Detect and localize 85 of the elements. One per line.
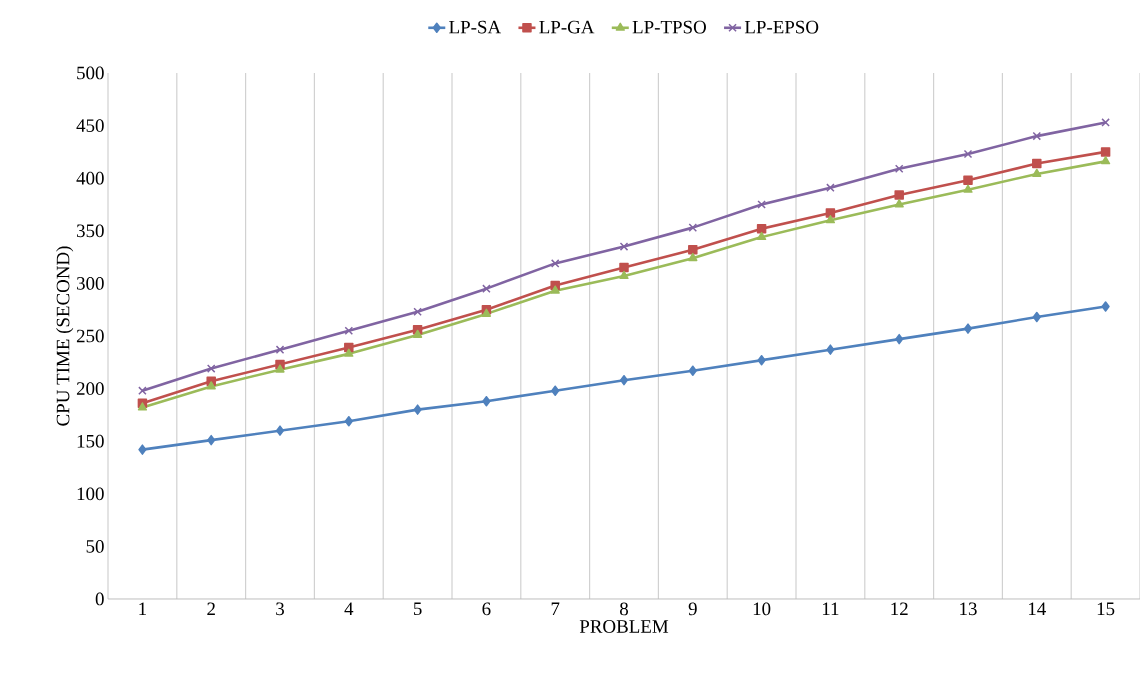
point: [137, 402, 148, 411]
point: [688, 365, 697, 376]
point: [481, 308, 492, 317]
point: [895, 333, 904, 345]
point: [1101, 301, 1110, 312]
y-tick-label: 400: [76, 171, 104, 185]
point: [688, 252, 698, 262]
x-tick-label: 10: [753, 602, 771, 616]
point: [756, 223, 767, 234]
x-tick-label: 14: [1028, 602, 1046, 615]
point: [963, 175, 973, 186]
x-tick-label: 11: [822, 602, 839, 615]
y-tick-label: 0: [95, 592, 104, 606]
point: [1100, 147, 1111, 157]
point: [206, 364, 216, 373]
x-axis-title: PROBLEM: [579, 620, 669, 633]
y-tick-label: 500: [77, 66, 104, 80]
x-tick-label: 6: [482, 602, 491, 616]
x-tick-label: 1: [139, 602, 146, 615]
point: [1032, 168, 1042, 177]
point: [963, 184, 973, 193]
point: [275, 425, 285, 436]
x-tick-label: 3: [276, 602, 284, 616]
point: [413, 307, 422, 317]
point: [550, 259, 560, 268]
point: [344, 326, 354, 336]
point: [413, 404, 422, 415]
point: [551, 385, 560, 396]
point: [894, 164, 904, 173]
x-tick-label: 9: [688, 602, 697, 616]
y-tick-label: 300: [77, 277, 104, 290]
legend-label: LP-SA: [449, 20, 502, 34]
point: [619, 262, 629, 273]
point: [412, 329, 423, 338]
point: [757, 200, 766, 209]
point: [1101, 118, 1110, 127]
legend-label: LP-GA: [539, 20, 595, 34]
point: [1032, 158, 1042, 169]
point: [825, 208, 836, 218]
point: [1100, 156, 1111, 165]
point: [826, 183, 835, 192]
point: [757, 354, 766, 366]
point: [207, 434, 216, 446]
point: [688, 223, 698, 232]
x-tick-label: 4: [344, 602, 354, 615]
y-tick-label: 450: [76, 119, 104, 132]
point: [894, 190, 904, 200]
point: [482, 395, 491, 407]
point: [138, 444, 147, 455]
x-tick-label: 13: [960, 602, 977, 616]
x-tick-label: 7: [551, 602, 560, 615]
point: [275, 345, 285, 354]
point: [1032, 131, 1042, 141]
point: [619, 270, 629, 280]
point: [688, 244, 698, 255]
y-axis-title: CPU TIME (SECOND): [56, 246, 74, 426]
point: [550, 285, 560, 294]
point: [963, 149, 973, 159]
y-tick-label: 200: [76, 382, 104, 395]
point: [1032, 311, 1041, 323]
y-tick-label: 250: [76, 329, 104, 343]
y-tick-label: 350: [77, 224, 104, 238]
point: [275, 364, 285, 373]
x-tick-label: 15: [1097, 602, 1115, 616]
y-tick-label: 100: [77, 487, 104, 501]
x-tick-label: 8: [619, 602, 628, 616]
point: [344, 348, 354, 357]
point: [756, 231, 767, 241]
point: [482, 284, 491, 293]
point: [826, 344, 835, 355]
y-tick-label: 150: [77, 434, 104, 448]
x-tick-label: 2: [207, 602, 215, 616]
point: [894, 199, 904, 208]
point: [619, 374, 629, 386]
legend-label: LP-TPSO: [632, 20, 706, 34]
point: [963, 323, 973, 334]
x-tick-label: 12: [891, 602, 908, 616]
legend-label: LP-EPSO: [744, 20, 819, 34]
point: [344, 415, 353, 427]
point: [138, 386, 147, 395]
y-tick-label: 50: [86, 540, 104, 553]
point: [619, 242, 629, 251]
point: [825, 215, 836, 224]
point: [206, 381, 216, 390]
x-tick-label: 5: [413, 602, 422, 616]
